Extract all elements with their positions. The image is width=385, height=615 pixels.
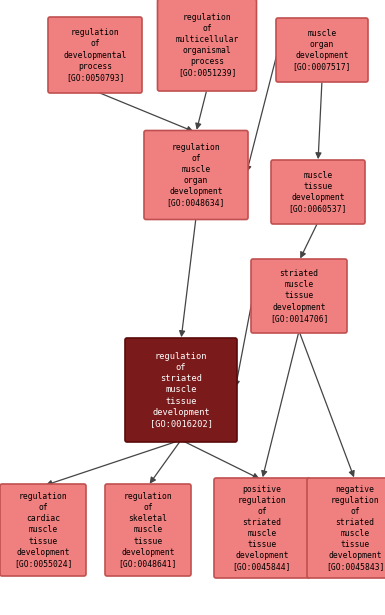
Text: regulation
of
skeletal
muscle
tissue
development
[GO:0048641]: regulation of skeletal muscle tissue dev… xyxy=(119,492,177,568)
FancyBboxPatch shape xyxy=(251,259,347,333)
Text: regulation
of
striated
muscle
tissue
development
[GO:0016202]: regulation of striated muscle tissue dev… xyxy=(149,352,213,428)
FancyBboxPatch shape xyxy=(0,484,86,576)
FancyBboxPatch shape xyxy=(125,338,237,442)
FancyBboxPatch shape xyxy=(271,160,365,224)
FancyBboxPatch shape xyxy=(214,478,310,578)
Text: regulation
of
developmental
process
[GO:0050793]: regulation of developmental process [GO:… xyxy=(63,28,127,82)
Text: muscle
tissue
development
[GO:0060537]: muscle tissue development [GO:0060537] xyxy=(289,171,347,213)
Text: muscle
organ
development
[GO:0007517]: muscle organ development [GO:0007517] xyxy=(293,29,351,71)
FancyBboxPatch shape xyxy=(157,0,256,91)
Text: regulation
of
multicellular
organismal
process
[GO:0051239]: regulation of multicellular organismal p… xyxy=(175,13,239,77)
Text: regulation
of
cardiac
muscle
tissue
development
[GO:0055024]: regulation of cardiac muscle tissue deve… xyxy=(14,492,72,568)
FancyBboxPatch shape xyxy=(144,130,248,220)
Text: negative
regulation
of
striated
muscle
tissue
development
[GO:0045843]: negative regulation of striated muscle t… xyxy=(326,485,384,571)
FancyBboxPatch shape xyxy=(105,484,191,576)
Text: positive
regulation
of
striated
muscle
tissue
development
[GO:0045844]: positive regulation of striated muscle t… xyxy=(233,485,291,571)
FancyBboxPatch shape xyxy=(48,17,142,93)
Text: regulation
of
muscle
organ
development
[GO:0048634]: regulation of muscle organ development [… xyxy=(167,143,225,207)
FancyBboxPatch shape xyxy=(276,18,368,82)
FancyBboxPatch shape xyxy=(307,478,385,578)
Text: striated
muscle
tissue
development
[GO:0014706]: striated muscle tissue development [GO:0… xyxy=(270,269,328,323)
